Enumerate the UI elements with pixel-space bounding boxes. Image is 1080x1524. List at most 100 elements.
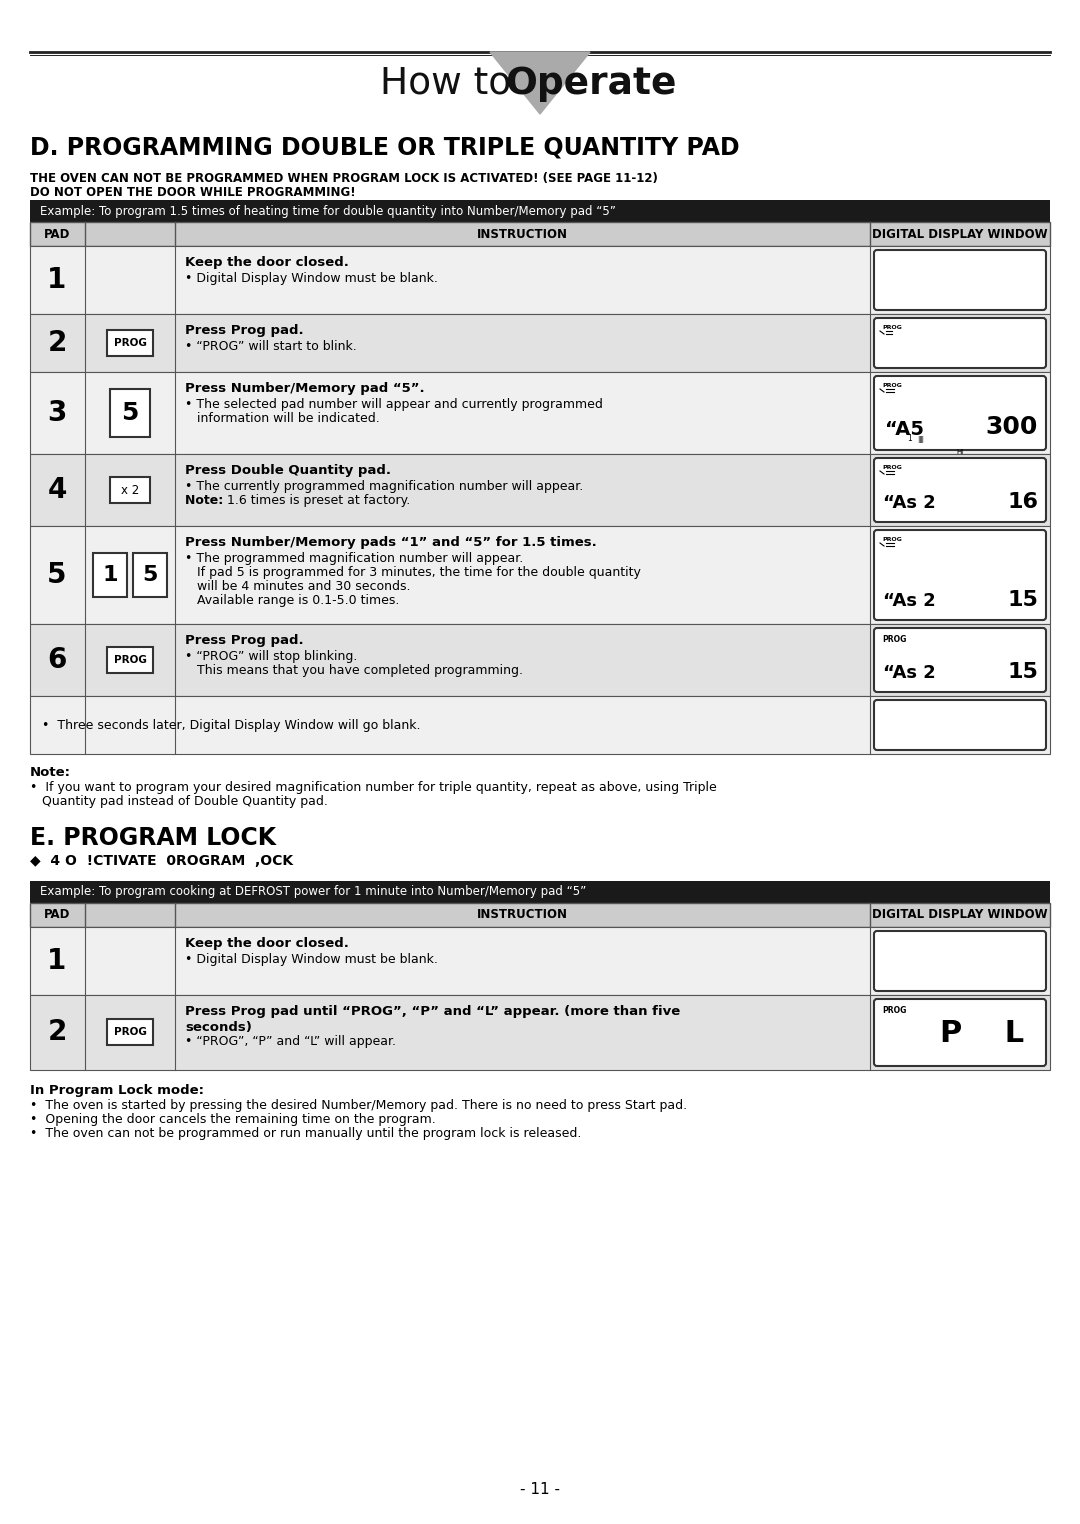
Text: ◆  4 O  !CTIVATE  0ROGRAM  ,OCK: ◆ 4 O !CTIVATE 0ROGRAM ,OCK <box>30 853 293 869</box>
Text: “As 2: “As 2 <box>883 664 935 683</box>
FancyBboxPatch shape <box>30 927 1050 995</box>
FancyBboxPatch shape <box>30 623 1050 696</box>
Text: INSTRUCTION: INSTRUCTION <box>476 908 567 922</box>
FancyBboxPatch shape <box>30 881 1050 904</box>
Text: “A5: “A5 <box>885 421 924 439</box>
Text: PROG: PROG <box>882 465 902 469</box>
Text: PROG: PROG <box>882 1006 906 1015</box>
Text: DIGITAL DISPLAY WINDOW: DIGITAL DISPLAY WINDOW <box>873 908 1048 922</box>
Text: Note:: Note: <box>185 494 228 507</box>
Text: PAD: PAD <box>44 227 70 241</box>
Text: 1: 1 <box>48 267 67 294</box>
Text: 4: 4 <box>48 475 67 504</box>
Text: information will be indicated.: information will be indicated. <box>185 411 380 425</box>
Text: INSTRUCTION: INSTRUCTION <box>476 227 567 241</box>
Text: • Digital Display Window must be blank.: • Digital Display Window must be blank. <box>185 271 437 285</box>
Text: 2: 2 <box>48 1018 67 1045</box>
FancyBboxPatch shape <box>110 389 150 437</box>
Text: If pad 5 is programmed for 3 minutes, the time for the double quantity: If pad 5 is programmed for 3 minutes, th… <box>185 565 640 579</box>
FancyBboxPatch shape <box>874 319 1047 367</box>
FancyBboxPatch shape <box>30 314 1050 372</box>
FancyBboxPatch shape <box>30 526 1050 623</box>
Text: Keep the door closed.: Keep the door closed. <box>185 937 349 949</box>
Text: In Program Lock mode:: In Program Lock mode: <box>30 1084 204 1097</box>
Text: • “PROG” will start to blink.: • “PROG” will start to blink. <box>185 340 356 354</box>
Text: •  The oven is started by pressing the desired Number/Memory pad. There is no ne: • The oven is started by pressing the de… <box>30 1099 687 1113</box>
Polygon shape <box>490 52 590 114</box>
Text: • “PROG”, “P” and “L” will appear.: • “PROG”, “P” and “L” will appear. <box>185 1035 396 1049</box>
Text: 5: 5 <box>48 561 67 588</box>
Text: ‖‖: ‖‖ <box>917 436 924 443</box>
Text: Press Prog pad.: Press Prog pad. <box>185 325 303 337</box>
Text: •  The oven can not be programmed or run manually until the program lock is rele: • The oven can not be programmed or run … <box>30 1128 581 1140</box>
Text: 1: 1 <box>103 565 118 585</box>
Text: - 11 -: - 11 - <box>519 1483 561 1498</box>
Text: PROG: PROG <box>882 636 906 645</box>
Text: Press Number/Memory pad “5”.: Press Number/Memory pad “5”. <box>185 383 424 395</box>
Text: PROG: PROG <box>882 383 902 389</box>
Text: HI: HI <box>957 450 963 456</box>
Text: This means that you have completed programming.: This means that you have completed progr… <box>185 664 523 677</box>
Text: E. PROGRAM LOCK: E. PROGRAM LOCK <box>30 826 276 850</box>
FancyBboxPatch shape <box>30 696 1050 754</box>
FancyBboxPatch shape <box>874 459 1047 523</box>
Text: PROG: PROG <box>113 1027 147 1036</box>
FancyBboxPatch shape <box>30 995 1050 1070</box>
Text: Press Prog pad.: Press Prog pad. <box>185 634 303 648</box>
FancyBboxPatch shape <box>874 931 1047 991</box>
FancyBboxPatch shape <box>874 530 1047 620</box>
Text: DO NOT OPEN THE DOOR WHILE PROGRAMMING!: DO NOT OPEN THE DOOR WHILE PROGRAMMING! <box>30 186 355 200</box>
Text: 5: 5 <box>121 401 138 425</box>
Text: 6: 6 <box>48 646 67 674</box>
Text: Available range is 0.1-5.0 times.: Available range is 0.1-5.0 times. <box>185 594 400 607</box>
FancyBboxPatch shape <box>874 700 1047 750</box>
Text: PROG: PROG <box>113 338 147 347</box>
Text: 1: 1 <box>48 946 67 975</box>
FancyBboxPatch shape <box>110 477 150 503</box>
FancyBboxPatch shape <box>874 376 1047 450</box>
Text: PROG: PROG <box>882 536 902 543</box>
Text: THE OVEN CAN NOT BE PROGRAMMED WHEN PROGRAM LOCK IS ACTIVATED! (SEE PAGE 11-12): THE OVEN CAN NOT BE PROGRAMMED WHEN PROG… <box>30 172 658 184</box>
Text: Example: To program cooking at DEFROST power for 1 minute into Number/Memory pad: Example: To program cooking at DEFROST p… <box>40 885 586 899</box>
Text: Press Prog pad until “PROG”, “P” and “L” appear. (more than five: Press Prog pad until “PROG”, “P” and “L”… <box>185 1004 680 1018</box>
Text: PROG: PROG <box>882 325 902 331</box>
Text: 3: 3 <box>48 399 67 427</box>
Text: “As 2: “As 2 <box>883 591 935 610</box>
Text: 16: 16 <box>1007 492 1038 512</box>
Text: P    L: P L <box>940 1020 1024 1049</box>
FancyBboxPatch shape <box>107 648 153 674</box>
Text: • The programmed magnification number will appear.: • The programmed magnification number wi… <box>185 552 523 565</box>
FancyBboxPatch shape <box>30 904 1050 927</box>
FancyBboxPatch shape <box>133 553 167 597</box>
Text: 1: 1 <box>907 434 912 443</box>
FancyBboxPatch shape <box>30 223 1050 245</box>
Text: How to: How to <box>380 66 523 102</box>
Text: Keep the door closed.: Keep the door closed. <box>185 256 349 270</box>
Text: Example: To program 1.5 times of heating time for double quantity into Number/Me: Example: To program 1.5 times of heating… <box>40 204 616 218</box>
Text: •  Three seconds later, Digital Display Window will go blank.: • Three seconds later, Digital Display W… <box>42 718 420 732</box>
FancyBboxPatch shape <box>107 1020 153 1045</box>
Text: PAD: PAD <box>44 908 70 922</box>
Text: • The currently programmed magnification number will appear.: • The currently programmed magnification… <box>185 480 583 492</box>
FancyBboxPatch shape <box>30 454 1050 526</box>
Text: 300: 300 <box>986 415 1038 439</box>
Text: seconds): seconds) <box>185 1021 252 1033</box>
Text: 2: 2 <box>48 329 67 357</box>
Text: will be 4 minutes and 30 seconds.: will be 4 minutes and 30 seconds. <box>185 581 410 593</box>
FancyBboxPatch shape <box>107 331 153 357</box>
Text: • Digital Display Window must be blank.: • Digital Display Window must be blank. <box>185 952 437 966</box>
Text: DIGITAL DISPLAY WINDOW: DIGITAL DISPLAY WINDOW <box>873 227 1048 241</box>
FancyBboxPatch shape <box>30 200 1050 223</box>
Text: 1.6 times is preset at factory.: 1.6 times is preset at factory. <box>227 494 410 507</box>
Text: D. PROGRAMMING DOUBLE OR TRIPLE QUANTITY PAD: D. PROGRAMMING DOUBLE OR TRIPLE QUANTITY… <box>30 136 740 158</box>
Text: 15: 15 <box>1008 661 1038 683</box>
Text: • “PROG” will stop blinking.: • “PROG” will stop blinking. <box>185 651 357 663</box>
Text: Note:: Note: <box>30 767 71 779</box>
FancyBboxPatch shape <box>874 628 1047 692</box>
Text: PROG: PROG <box>113 655 147 664</box>
Text: •  If you want to program your desired magnification number for triple quantity,: • If you want to program your desired ma… <box>30 780 717 794</box>
FancyBboxPatch shape <box>30 245 1050 314</box>
Text: 15: 15 <box>1008 590 1038 610</box>
FancyBboxPatch shape <box>93 553 127 597</box>
FancyBboxPatch shape <box>874 1000 1047 1065</box>
